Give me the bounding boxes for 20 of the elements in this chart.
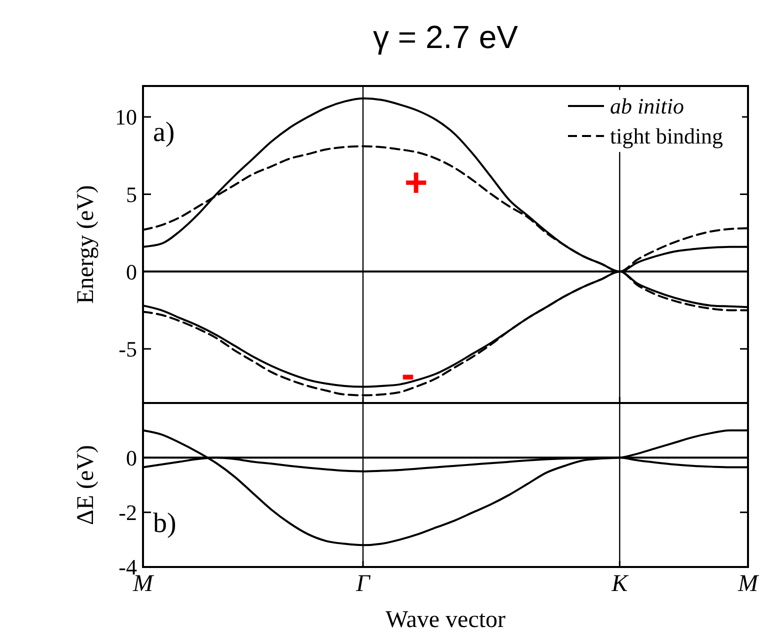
y-axis-title: Energy (eV) (73, 185, 99, 304)
chart-title: γ = 2.7 eV (373, 19, 519, 55)
annotation: a) (153, 116, 175, 148)
x-tick-label: Γ (355, 571, 372, 597)
y-tick-label: -4 (118, 554, 137, 580)
legend-label: tight binding (610, 124, 724, 149)
y-tick-label: -2 (118, 500, 137, 526)
y-tick-label: -5 (118, 336, 137, 362)
x-tick-label: M (737, 571, 760, 597)
annotation: - (401, 352, 415, 397)
y-axis-title: ΔE (eV) (73, 444, 99, 526)
annotation: b) (153, 508, 176, 540)
y-tick-label: 10 (115, 104, 137, 130)
y-tick-label: 5 (126, 182, 137, 207)
annotation: + (404, 160, 428, 205)
y-tick-label: 0 (126, 445, 137, 470)
x-axis-title: Wave vector (386, 607, 506, 633)
legend-label: ab initio (610, 94, 684, 119)
y-tick-label: 0 (126, 259, 137, 284)
x-tick-label: K (610, 571, 630, 597)
